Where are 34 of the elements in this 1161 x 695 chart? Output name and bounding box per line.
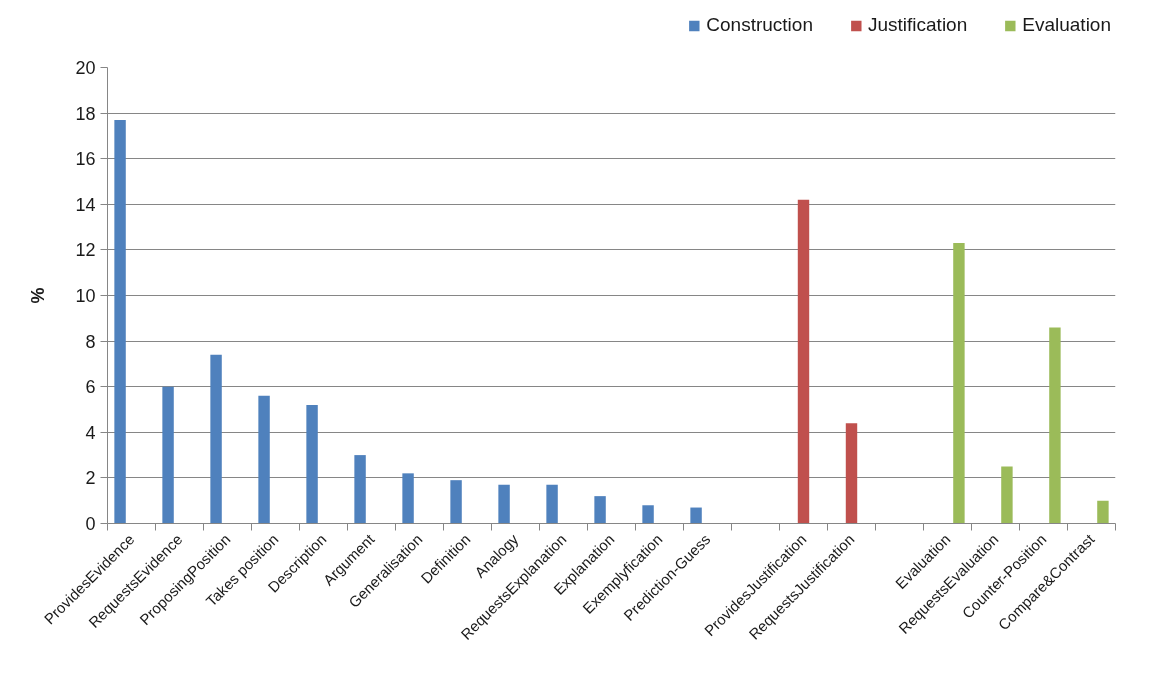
bar — [690, 507, 702, 524]
legend-label: Evaluation — [1022, 14, 1111, 36]
bar — [594, 496, 606, 524]
y-tick-label: 18 — [75, 103, 96, 124]
y-tick-label: 2 — [85, 468, 96, 489]
bar — [797, 199, 810, 524]
bar — [114, 119, 126, 524]
y-tick-label: 12 — [75, 240, 96, 261]
bar — [642, 505, 654, 524]
y-tick-label: 8 — [85, 331, 96, 352]
bar — [354, 455, 366, 524]
y-tick-label: 16 — [75, 149, 96, 170]
bar — [162, 386, 174, 524]
bar — [306, 404, 318, 524]
legend-label: Construction — [706, 14, 813, 36]
bar — [845, 423, 858, 524]
bar — [1049, 327, 1061, 524]
bar — [258, 395, 270, 524]
y-tick-label: 10 — [75, 286, 96, 306]
legend-label: Justification — [867, 14, 968, 36]
bar — [210, 354, 222, 524]
y-tick-label: 6 — [85, 377, 96, 398]
bar — [402, 473, 414, 524]
y-tick-label: 20 — [75, 58, 96, 78]
y-tick-label: 14 — [75, 194, 96, 215]
bar — [1001, 466, 1013, 524]
y-tick-label: 4 — [85, 422, 96, 443]
y-axis-title: % — [28, 287, 49, 304]
bar — [498, 484, 510, 524]
bar — [953, 243, 965, 524]
bar — [546, 484, 558, 524]
bar — [450, 480, 462, 524]
y-tick-label: 0 — [85, 514, 96, 534]
bar — [1097, 500, 1109, 524]
